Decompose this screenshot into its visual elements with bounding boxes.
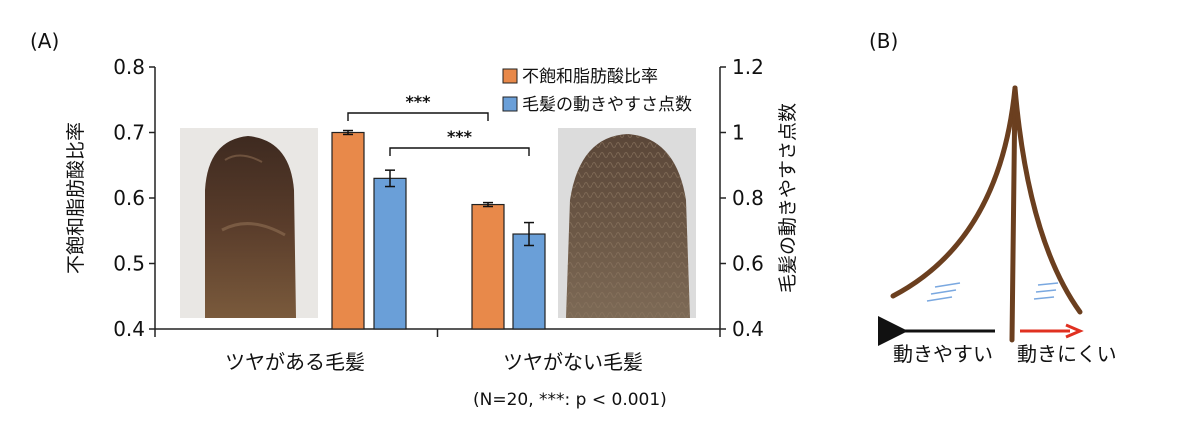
photo-shiny-hair <box>180 128 318 318</box>
bar-unsaturated <box>471 203 505 330</box>
left-tick-label: 0.4 <box>113 317 145 341</box>
label-easy-to-move: 動きやすい <box>893 342 993 366</box>
right-tick-label: 1 <box>732 121 745 145</box>
legend-swatch-unsaturated <box>502 68 518 84</box>
hair-strand-left <box>890 85 1018 299</box>
hair-strand-right <box>1012 85 1083 315</box>
right-tick-label: 0.6 <box>732 252 764 276</box>
significance-label: *** <box>447 127 473 146</box>
right-tick-label: 0.8 <box>732 186 764 210</box>
legend-label-movability: 毛髪の動きやすさ点数 <box>522 95 692 115</box>
left-tick-label: 0.8 <box>113 55 145 79</box>
photo-dull-hair <box>558 128 696 318</box>
right-axis-title: 毛髪の動きやすさ点数 <box>777 103 799 293</box>
left-axis-title: 不飽和脂肪酸比率 <box>65 122 87 274</box>
left-tick-label: 0.7 <box>113 121 145 145</box>
category-label: ツヤがある毛髪 <box>225 350 365 374</box>
significance-bracket <box>389 147 530 156</box>
hair-movement-diagram: 動きやすい 動きにくい <box>878 85 1117 366</box>
left-tick-label: 0.5 <box>113 252 145 276</box>
arrow-right-head-icon <box>1065 323 1084 339</box>
category-label: ツヤがない毛髪 <box>503 350 643 374</box>
panel-b-label: (B) <box>869 29 898 53</box>
legend: 不飽和脂肪酸比率 毛髪の動きやすさ点数 <box>502 67 692 115</box>
bar-unsaturated <box>331 131 365 330</box>
legend-swatch-movability <box>502 96 518 112</box>
bar-movability <box>373 177 407 330</box>
significance-bracket <box>347 112 489 121</box>
chart-axes: 0.4 0.5 0.6 0.7 0.8 0.4 0.6 0.8 1 1.2 ツヤがある毛髪 ツヤがない… <box>113 55 764 374</box>
footnote: (N=20, ***: p < 0.001) <box>473 390 667 410</box>
legend-label-unsaturated: 不飽和脂肪酸比率 <box>522 67 658 87</box>
left-tick-label: 0.6 <box>113 186 145 210</box>
right-tick-label: 1.2 <box>732 55 764 79</box>
chart-bars: *** *** <box>331 92 546 330</box>
right-tick-label: 0.4 <box>732 317 764 341</box>
significance-label: *** <box>405 92 431 111</box>
panel-a-label: (A) <box>30 29 59 53</box>
motion-lines-right <box>1033 282 1059 300</box>
motion-lines-left <box>926 282 961 302</box>
bar-movability <box>512 233 546 330</box>
hair-strand-center <box>1009 85 1018 343</box>
label-hard-to-move: 動きにくい <box>1017 342 1117 366</box>
